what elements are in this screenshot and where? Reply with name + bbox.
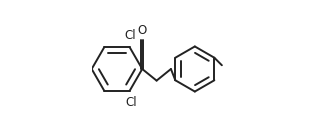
Text: O: O [138,24,147,37]
Text: Cl: Cl [124,29,136,42]
Text: Cl: Cl [125,96,137,109]
